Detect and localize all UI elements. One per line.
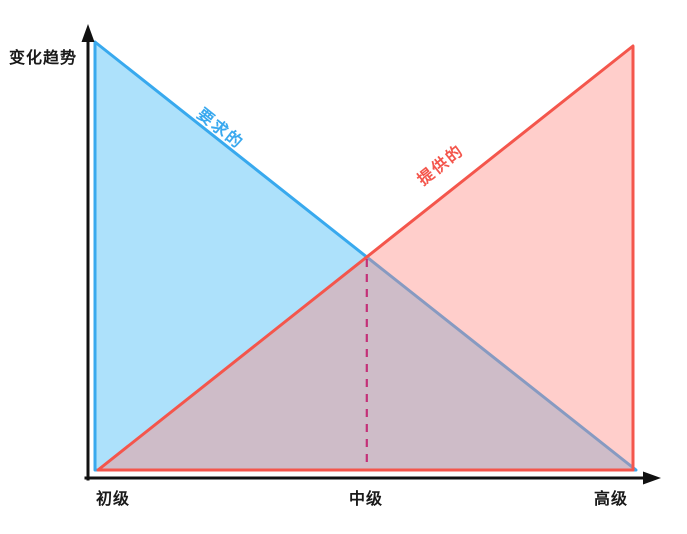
supply-area-triangle bbox=[96, 44, 635, 472]
y-axis-arrow-icon bbox=[81, 24, 95, 42]
x-tick-beginner: 初级 bbox=[96, 489, 130, 508]
x-axis-arrow-icon bbox=[643, 471, 661, 485]
y-axis-label: 变化趋势 bbox=[9, 48, 77, 67]
x-tick-intermediate: 中级 bbox=[349, 489, 383, 508]
x-tick-advanced: 高级 bbox=[594, 489, 628, 508]
